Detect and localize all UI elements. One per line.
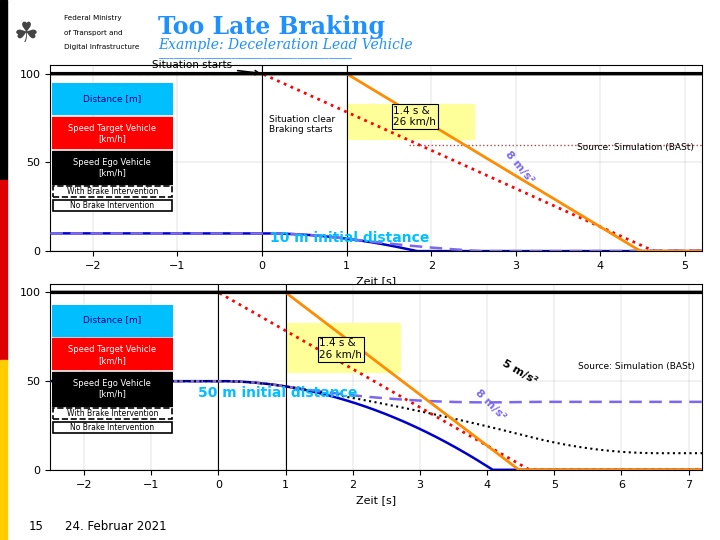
- Text: 24. Februar 2021: 24. Februar 2021: [65, 520, 166, 534]
- Text: Speed Target Vehicle
[km/h]: Speed Target Vehicle [km/h]: [68, 346, 156, 365]
- Text: With Brake Intervention: With Brake Intervention: [67, 409, 158, 417]
- Text: Source: Simulation (BASt): Source: Simulation (BASt): [578, 362, 696, 370]
- X-axis label: Zeit [s]: Zeit [s]: [356, 495, 396, 505]
- Text: Distance [m]: Distance [m]: [84, 315, 141, 325]
- Bar: [53, 200, 171, 212]
- Text: Digital Infrastructure: Digital Infrastructure: [64, 44, 140, 50]
- Text: No Brake Intervention: No Brake Intervention: [71, 201, 154, 211]
- Bar: [52, 372, 173, 406]
- Bar: [346, 104, 474, 139]
- Text: 50 m initial distance: 50 m initial distance: [198, 386, 358, 400]
- Bar: [52, 338, 173, 369]
- Text: 15: 15: [29, 520, 44, 534]
- Text: 5 m/s²: 5 m/s²: [500, 359, 539, 387]
- Text: Federal Ministry: Federal Ministry: [64, 15, 122, 21]
- Text: 8 m/s²: 8 m/s²: [474, 388, 508, 422]
- Text: No Brake Intervention: No Brake Intervention: [71, 423, 154, 432]
- Text: Speed Target Vehicle
[km/h]: Speed Target Vehicle [km/h]: [68, 124, 156, 144]
- Bar: [53, 422, 171, 433]
- Text: Too Late Braking: Too Late Braking: [158, 15, 385, 39]
- Bar: [0, 360, 7, 540]
- Text: ☘: ☘: [14, 20, 39, 48]
- Text: Speed Ego Vehicle
[km/h]: Speed Ego Vehicle [km/h]: [73, 379, 151, 399]
- Bar: [53, 186, 171, 197]
- Text: Example: Deceleration Lead Vehicle: Example: Deceleration Lead Vehicle: [158, 38, 413, 52]
- Text: __________________________________________________: ________________________________________…: [158, 50, 352, 59]
- X-axis label: Zeit [s]: Zeit [s]: [356, 276, 396, 286]
- Text: 1.4 s &
26 km/h: 1.4 s & 26 km/h: [393, 105, 436, 127]
- Text: 8 m/s²: 8 m/s²: [503, 150, 536, 186]
- Bar: [52, 83, 173, 114]
- Bar: [52, 151, 173, 184]
- Text: Situation starts: Situation starts: [152, 60, 259, 75]
- Text: Distance [m]: Distance [m]: [84, 94, 141, 103]
- Bar: [0, 180, 7, 360]
- Text: of Transport and: of Transport and: [64, 30, 122, 36]
- Bar: [52, 305, 173, 336]
- Text: 1.4 s &
26 km/h: 1.4 s & 26 km/h: [319, 339, 362, 360]
- Text: With Brake Intervention: With Brake Intervention: [67, 187, 158, 196]
- Text: Situation clear
Braking starts: Situation clear Braking starts: [269, 115, 335, 134]
- Text: Speed Ego Vehicle
[km/h]: Speed Ego Vehicle [km/h]: [73, 158, 151, 177]
- Bar: [53, 408, 171, 418]
- Text: Source: Simulation (BASt): Source: Simulation (BASt): [577, 143, 693, 152]
- Bar: [52, 117, 173, 148]
- Bar: [0, 0, 7, 180]
- Text: 10 m initial distance: 10 m initial distance: [271, 231, 430, 245]
- Bar: [286, 322, 400, 372]
